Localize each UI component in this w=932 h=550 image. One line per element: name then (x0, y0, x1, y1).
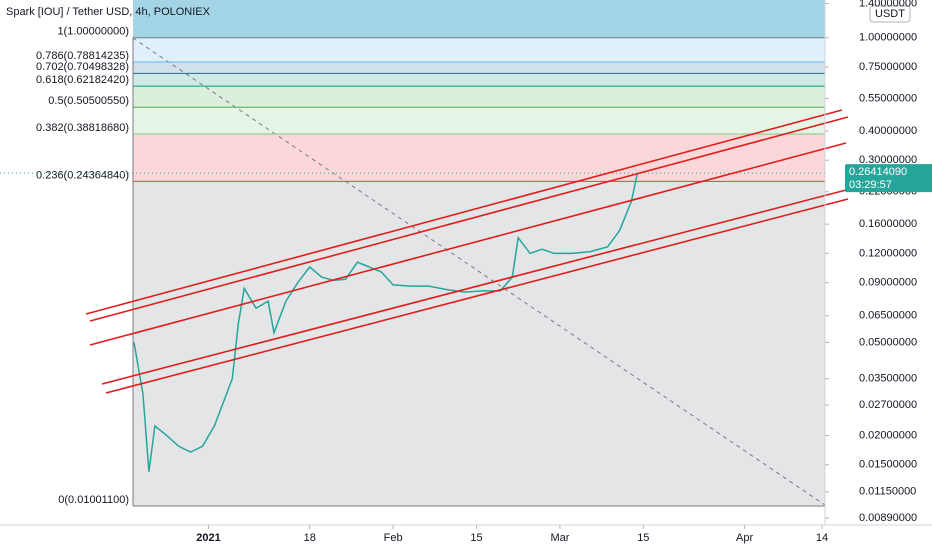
y-tick-label: 0.40000000 (859, 125, 917, 137)
x-tick-label: Feb (384, 532, 403, 544)
y-tick-label: 0.00890000 (859, 512, 917, 524)
fib-band (133, 61, 825, 74)
y-tick-label: 0.12000000 (859, 247, 917, 259)
y-tick-label: 0.06500000 (859, 310, 917, 322)
trend-diagonal (132, 37, 826, 506)
currency-box[interactable] (869, 5, 911, 23)
x-tick-label: Mar (550, 532, 569, 544)
x-tick-label: 18 (304, 532, 316, 544)
x-tick-label: 2021 (196, 532, 220, 544)
currency[interactable]: USDT (875, 8, 905, 20)
y-tick-label: 0.02000000 (859, 429, 917, 441)
y-tick-label: 0.01150000 (859, 486, 916, 498)
y-tick-label: 0.16000000 (859, 218, 917, 230)
fib-label: 0.382(0.38818680) (36, 122, 129, 134)
chart-title: Spark [IOU] / Tether USD, 4h, POLONIEX (6, 6, 211, 18)
top-band (133, 0, 825, 38)
y-tick-label: 0.75000000 (859, 61, 917, 73)
fib-label: 0.702(0.70498328) (36, 61, 129, 73)
fib-band (133, 37, 825, 62)
x-tick-label: 15 (470, 532, 482, 544)
y-tick-label: 0.02700000 (859, 399, 917, 411)
channel-line (85, 109, 843, 315)
channel-line (89, 142, 847, 346)
y-tick-label: 1.00000000 (859, 32, 917, 44)
y-tick-label: 0.05000000 (859, 336, 917, 348)
fib-label: 1(1.00000000) (57, 26, 129, 38)
countdown: 03:29:57 (849, 179, 892, 191)
last-price-box (845, 164, 932, 193)
fib-band (133, 73, 825, 87)
x-tick-label: 15 (637, 532, 649, 544)
channel-lines (85, 109, 849, 394)
channel-line (105, 198, 849, 394)
fib-band (133, 134, 825, 182)
y-tick-label: 0.03500000 (859, 373, 917, 385)
fib-label: 0.786(0.78814235) (36, 50, 129, 62)
y-tick-label: 0.30000000 (859, 154, 917, 166)
y-tick-label: 0.55000000 (859, 92, 917, 104)
channel-line (101, 189, 847, 385)
x-tick-label: 14 (816, 532, 828, 544)
fib-label: 0.5(0.50500550) (48, 95, 129, 107)
fib-label: 0(0.01001100) (58, 494, 129, 506)
y-tick-label: 0.01500000 (859, 459, 917, 471)
y-tick-label: 0.09000000 (859, 277, 917, 289)
price-line (133, 173, 639, 472)
x-tick-label: Apr (736, 532, 753, 544)
y-tick-label: 1.40000000 (859, 0, 917, 9)
last-price-label: 0.26414090 (849, 166, 907, 178)
fib-band (133, 107, 825, 135)
fib-label: 0.236(0.24364840) (36, 169, 129, 181)
fib-label: 0.618(0.62182420) (36, 74, 129, 86)
fib-band (133, 86, 825, 108)
channel-line (89, 116, 849, 322)
